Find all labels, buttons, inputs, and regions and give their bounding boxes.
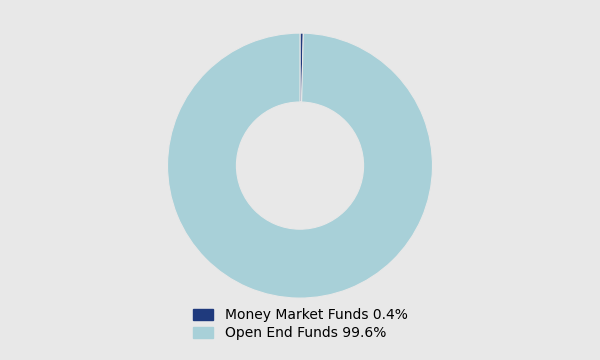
Wedge shape: [300, 33, 304, 102]
Wedge shape: [167, 33, 433, 298]
Legend: Money Market Funds 0.4%, Open End Funds 99.6%: Money Market Funds 0.4%, Open End Funds …: [187, 302, 413, 346]
